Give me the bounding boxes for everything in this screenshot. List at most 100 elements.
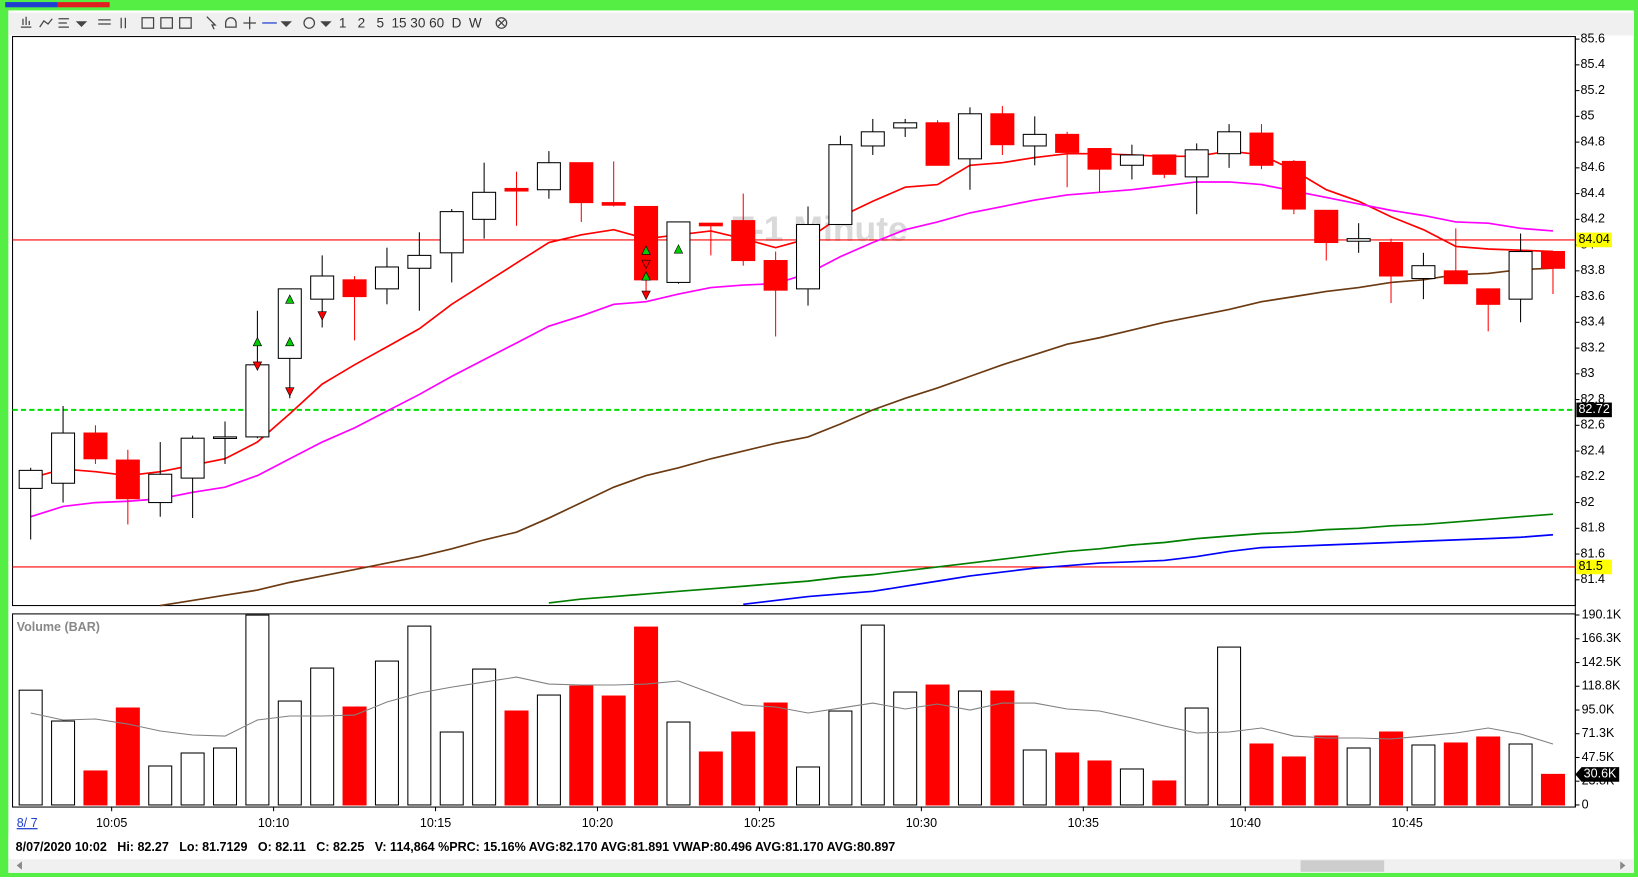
y-tick-label: 84.4 — [1581, 186, 1605, 200]
candle-body — [1540, 251, 1565, 269]
watermark: T-1 Minute — [732, 209, 908, 249]
candle-body — [1476, 288, 1501, 305]
x-tick-label: 10:05 — [96, 816, 127, 830]
volume-bar — [1119, 768, 1144, 806]
y-tick-label: 47.5K — [1582, 750, 1615, 764]
volume-bar — [763, 702, 788, 806]
x-tick-label: 10:45 — [1392, 816, 1423, 830]
y-tick-label: 166.3K — [1582, 631, 1622, 645]
y-tick-label: 190.1K — [1582, 607, 1622, 621]
level-marker — [1576, 559, 1612, 575]
volume-bar — [796, 766, 821, 806]
y-tick-label: 85.6 — [1581, 31, 1605, 45]
volume-average-line — [30, 676, 1554, 745]
level-marker-label: 84.04 — [1578, 232, 1609, 246]
y-tick-label: 85 — [1581, 109, 1595, 123]
volume-bar — [1281, 756, 1306, 806]
y-tick-label: 81.4 — [1581, 572, 1605, 586]
volume-bar — [18, 689, 43, 806]
y-tick-label: 84.2 — [1581, 212, 1605, 226]
candle-body — [439, 211, 464, 254]
volume-marker-label: 30.6K — [1584, 767, 1617, 781]
x-tick-label: 10:35 — [1068, 816, 1099, 830]
y-tick-label: 83.6 — [1581, 289, 1605, 303]
level-marker-label: 81.5 — [1578, 559, 1602, 573]
signal-marker — [641, 290, 651, 301]
candle-body — [115, 459, 140, 500]
interval-button[interactable]: 30 — [410, 16, 426, 31]
status-text: 8/07/2020 10:02 Hi: 82.27 Lo: 81.7129 O:… — [16, 840, 896, 854]
candle-body — [990, 113, 1015, 146]
candle-body — [1152, 154, 1177, 175]
interval-button[interactable]: W — [469, 16, 482, 31]
y-tick-label: 84.6 — [1581, 160, 1605, 174]
toolbar — [8, 12, 1634, 36]
volume-bar — [1055, 752, 1080, 806]
candle-body — [1443, 270, 1468, 285]
signal-marker — [285, 294, 295, 304]
y-tick-label: 83.8 — [1581, 263, 1605, 277]
candle-body — [1346, 238, 1371, 242]
title-accent — [57, 2, 110, 8]
y-tick-label: 83.4 — [1581, 315, 1605, 329]
signal-marker — [641, 271, 651, 281]
volume-bar — [439, 731, 464, 806]
volume-bar — [212, 747, 238, 806]
volume-bar — [860, 624, 885, 806]
date-label: 8/ 7 — [17, 816, 38, 830]
y-tick-label: 81.8 — [1581, 521, 1605, 535]
volume-bar — [277, 700, 302, 806]
candle-body — [569, 162, 594, 204]
volume-bar — [731, 731, 756, 806]
volume-bar — [666, 721, 691, 806]
interval-button[interactable]: 15 — [392, 16, 407, 31]
y-tick-label: 85.2 — [1581, 83, 1605, 97]
volume-bar — [601, 695, 626, 806]
candle-body — [504, 187, 529, 192]
candle-body — [1411, 265, 1436, 280]
level-marker — [1576, 402, 1612, 418]
candle-body — [277, 288, 302, 359]
candle-body — [698, 222, 723, 227]
x-tick-label: 10:25 — [744, 816, 775, 830]
volume-bar — [1540, 773, 1565, 806]
scroll-thumb[interactable] — [1300, 860, 1385, 872]
volume-marker — [1575, 767, 1620, 782]
volume-bar — [1411, 744, 1436, 806]
interval-button[interactable]: 2 — [358, 16, 366, 31]
candle-body — [180, 437, 205, 479]
toolbar-icons[interactable] — [20, 16, 508, 30]
price-pane — [12, 36, 1576, 607]
signal-marker — [641, 259, 651, 270]
signal-marker — [673, 244, 684, 254]
volume-bar — [990, 690, 1015, 806]
scrollbar[interactable] — [8, 859, 1634, 873]
y-tick-label: 83 — [1581, 366, 1595, 380]
candle-body — [1022, 133, 1047, 147]
y-tick-label: 82.8 — [1581, 392, 1605, 406]
interval-button[interactable]: 1 — [339, 16, 347, 31]
volume-bar — [472, 668, 497, 806]
signal-marker — [252, 336, 263, 347]
candle-body — [1281, 160, 1306, 210]
volume-bar — [1217, 646, 1242, 806]
candle-body — [1249, 132, 1274, 166]
volume-bar — [310, 667, 335, 806]
candle-body — [828, 144, 853, 226]
volume-bar — [1379, 731, 1404, 806]
interval-button[interactable]: D — [452, 16, 462, 31]
signal-marker — [317, 311, 327, 321]
y-tick-label: 142.5K — [1582, 655, 1622, 669]
candle-body — [51, 432, 76, 484]
interval-button[interactable]: 5 — [376, 16, 384, 31]
volume-bar — [925, 684, 950, 806]
volume-bar — [1022, 749, 1047, 806]
title-accent — [5, 2, 58, 8]
level-marker — [1576, 232, 1612, 248]
x-tick-label: 10:10 — [258, 816, 289, 830]
volume-bar — [957, 690, 982, 806]
candle-body — [18, 469, 43, 489]
level-marker-label: 82.72 — [1578, 402, 1609, 416]
interval-button[interactable]: 60 — [429, 16, 445, 31]
